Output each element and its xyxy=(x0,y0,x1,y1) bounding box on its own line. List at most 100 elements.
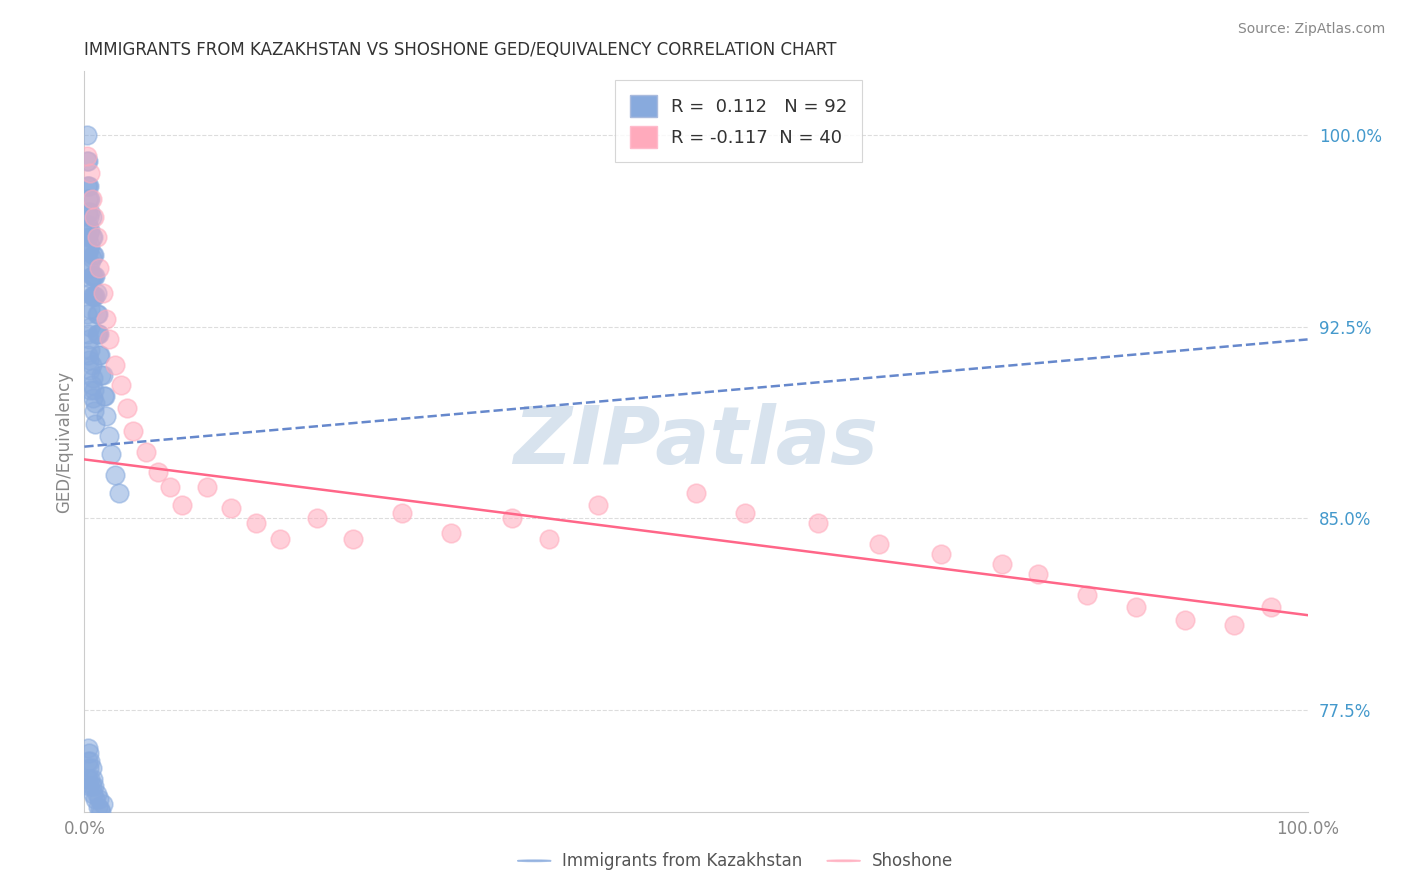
Point xyxy=(84,396,107,410)
Point xyxy=(87,307,110,321)
Point xyxy=(76,128,98,143)
Point xyxy=(104,467,127,482)
Point xyxy=(77,348,100,362)
Point xyxy=(82,268,104,283)
Point xyxy=(77,192,100,206)
Point xyxy=(87,792,110,806)
Point xyxy=(1125,600,1147,615)
Point xyxy=(77,260,100,275)
Point xyxy=(83,779,105,793)
Point xyxy=(1028,567,1050,582)
Point xyxy=(1260,600,1282,615)
Point xyxy=(79,319,101,334)
Point xyxy=(86,787,108,801)
Point xyxy=(87,327,110,342)
Point xyxy=(80,779,103,793)
Point xyxy=(79,256,101,270)
Point xyxy=(110,378,132,392)
Point xyxy=(87,799,110,814)
Point xyxy=(685,485,707,500)
Text: IMMIGRANTS FROM KAZAKHSTAN VS SHOSHONE GED/EQUIVALENCY CORRELATION CHART: IMMIGRANTS FROM KAZAKHSTAN VS SHOSHONE G… xyxy=(84,41,837,59)
Legend: R =  0.112   N = 92, R = -0.117  N = 40: R = 0.112 N = 92, R = -0.117 N = 40 xyxy=(616,80,862,162)
Point xyxy=(80,268,103,283)
Point xyxy=(807,516,830,531)
Circle shape xyxy=(827,860,860,862)
Text: Immigrants from Kazakhstan: Immigrants from Kazakhstan xyxy=(562,852,803,870)
Point xyxy=(79,238,101,252)
Point xyxy=(269,532,291,546)
Point xyxy=(77,204,100,219)
Point xyxy=(86,286,108,301)
Point xyxy=(77,746,100,760)
Point xyxy=(172,499,194,513)
Point xyxy=(391,506,413,520)
Point xyxy=(77,754,100,768)
Point xyxy=(122,425,145,439)
Point xyxy=(80,251,103,265)
Point xyxy=(79,384,101,398)
Point xyxy=(84,289,107,303)
Point xyxy=(96,312,118,326)
Point xyxy=(79,363,101,377)
Point xyxy=(77,761,100,775)
Point xyxy=(991,557,1014,571)
Point xyxy=(1174,613,1197,627)
Point xyxy=(79,204,101,219)
Point xyxy=(86,307,108,321)
Point xyxy=(80,192,103,206)
Point xyxy=(80,230,103,244)
Point xyxy=(586,499,609,513)
Point xyxy=(305,511,328,525)
Point xyxy=(76,153,98,168)
Point xyxy=(77,179,100,194)
Point xyxy=(79,301,101,316)
Point xyxy=(115,401,138,416)
Point xyxy=(77,210,100,224)
Point xyxy=(80,761,103,775)
Point xyxy=(77,192,100,206)
Point xyxy=(195,481,218,495)
Point xyxy=(89,802,111,816)
Point xyxy=(87,327,110,342)
Point xyxy=(89,348,111,362)
Point xyxy=(84,792,107,806)
Text: Shoshone: Shoshone xyxy=(872,852,953,870)
Point xyxy=(84,417,107,431)
Point xyxy=(87,260,110,275)
Point xyxy=(502,511,524,525)
Point xyxy=(77,333,100,347)
Point xyxy=(734,506,756,520)
Point xyxy=(97,429,120,443)
Point xyxy=(80,289,103,303)
Point xyxy=(96,409,118,423)
Point xyxy=(135,444,157,458)
Point xyxy=(80,378,103,392)
Point xyxy=(77,352,100,367)
Point xyxy=(77,772,100,786)
Point xyxy=(77,243,100,257)
Point xyxy=(869,536,891,550)
Point xyxy=(83,268,105,283)
Point xyxy=(82,289,104,303)
Point xyxy=(82,391,104,405)
Point xyxy=(929,547,952,561)
Point xyxy=(82,230,104,244)
Point xyxy=(1076,588,1098,602)
Point xyxy=(91,368,114,383)
Point xyxy=(77,779,100,793)
Point xyxy=(79,772,101,786)
Point xyxy=(104,358,127,372)
Point xyxy=(83,248,105,262)
Point xyxy=(538,532,561,546)
Point xyxy=(94,388,117,402)
Point xyxy=(83,404,105,418)
Point xyxy=(76,179,98,194)
Point xyxy=(76,307,98,321)
Point xyxy=(79,271,101,285)
Point xyxy=(245,516,267,531)
Point xyxy=(77,179,100,194)
Point xyxy=(82,370,104,384)
Point xyxy=(77,218,100,232)
Point xyxy=(342,532,364,546)
Point xyxy=(79,222,101,236)
